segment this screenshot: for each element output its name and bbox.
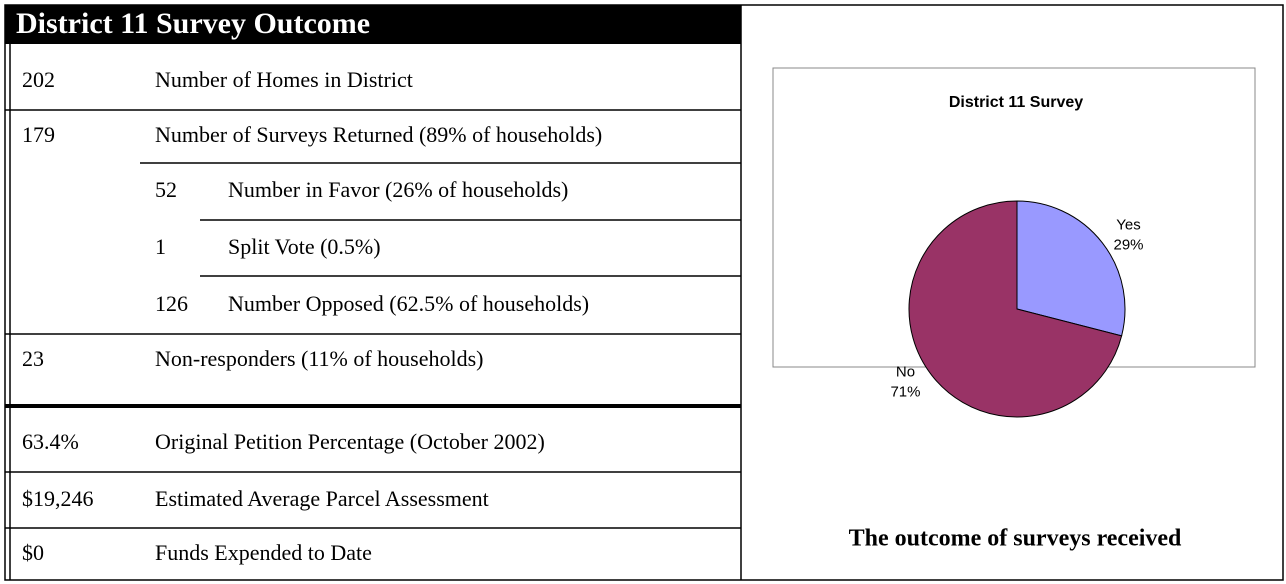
row-value: 179 [22, 122, 55, 147]
chart-title: District 11 Survey [949, 94, 1083, 111]
row-value: 63.4% [22, 429, 79, 454]
slice-value: 29% [1113, 237, 1143, 254]
row-label: Number of Surveys Returned (89% of house… [155, 122, 602, 147]
slice-category: Yes [1116, 217, 1140, 234]
row-label: Estimated Average Parcel Assessment [155, 486, 489, 511]
row-value: 52 [155, 177, 177, 202]
row-value: 202 [22, 67, 55, 92]
chart-caption: The outcome of surveys received [849, 526, 1182, 552]
row-value: $0 [22, 540, 44, 565]
row-label: Number in Favor (26% of households) [228, 177, 568, 202]
title-bar [5, 5, 741, 44]
slice-value: 71% [890, 383, 920, 400]
pie-slice [908, 200, 1123, 418]
row-label: Number of Homes in District [155, 67, 413, 92]
row-value: 126 [155, 291, 188, 316]
row-label: Funds Expended to Date [155, 540, 372, 565]
table-title: District 11 Survey Outcome [16, 7, 370, 40]
row-label: Number Opposed (62.5% of households) [228, 291, 589, 316]
pie-slice [1016, 200, 1126, 337]
row-label: Split Vote (0.5%) [228, 234, 381, 259]
slice-category: No [896, 363, 915, 380]
row-value: $19,246 [22, 486, 94, 511]
row-label: Non-responders (11% of households) [155, 346, 484, 371]
row-value: 23 [22, 346, 44, 371]
row-label: Original Petition Percentage (October 20… [155, 429, 545, 454]
row-value: 1 [155, 234, 166, 259]
